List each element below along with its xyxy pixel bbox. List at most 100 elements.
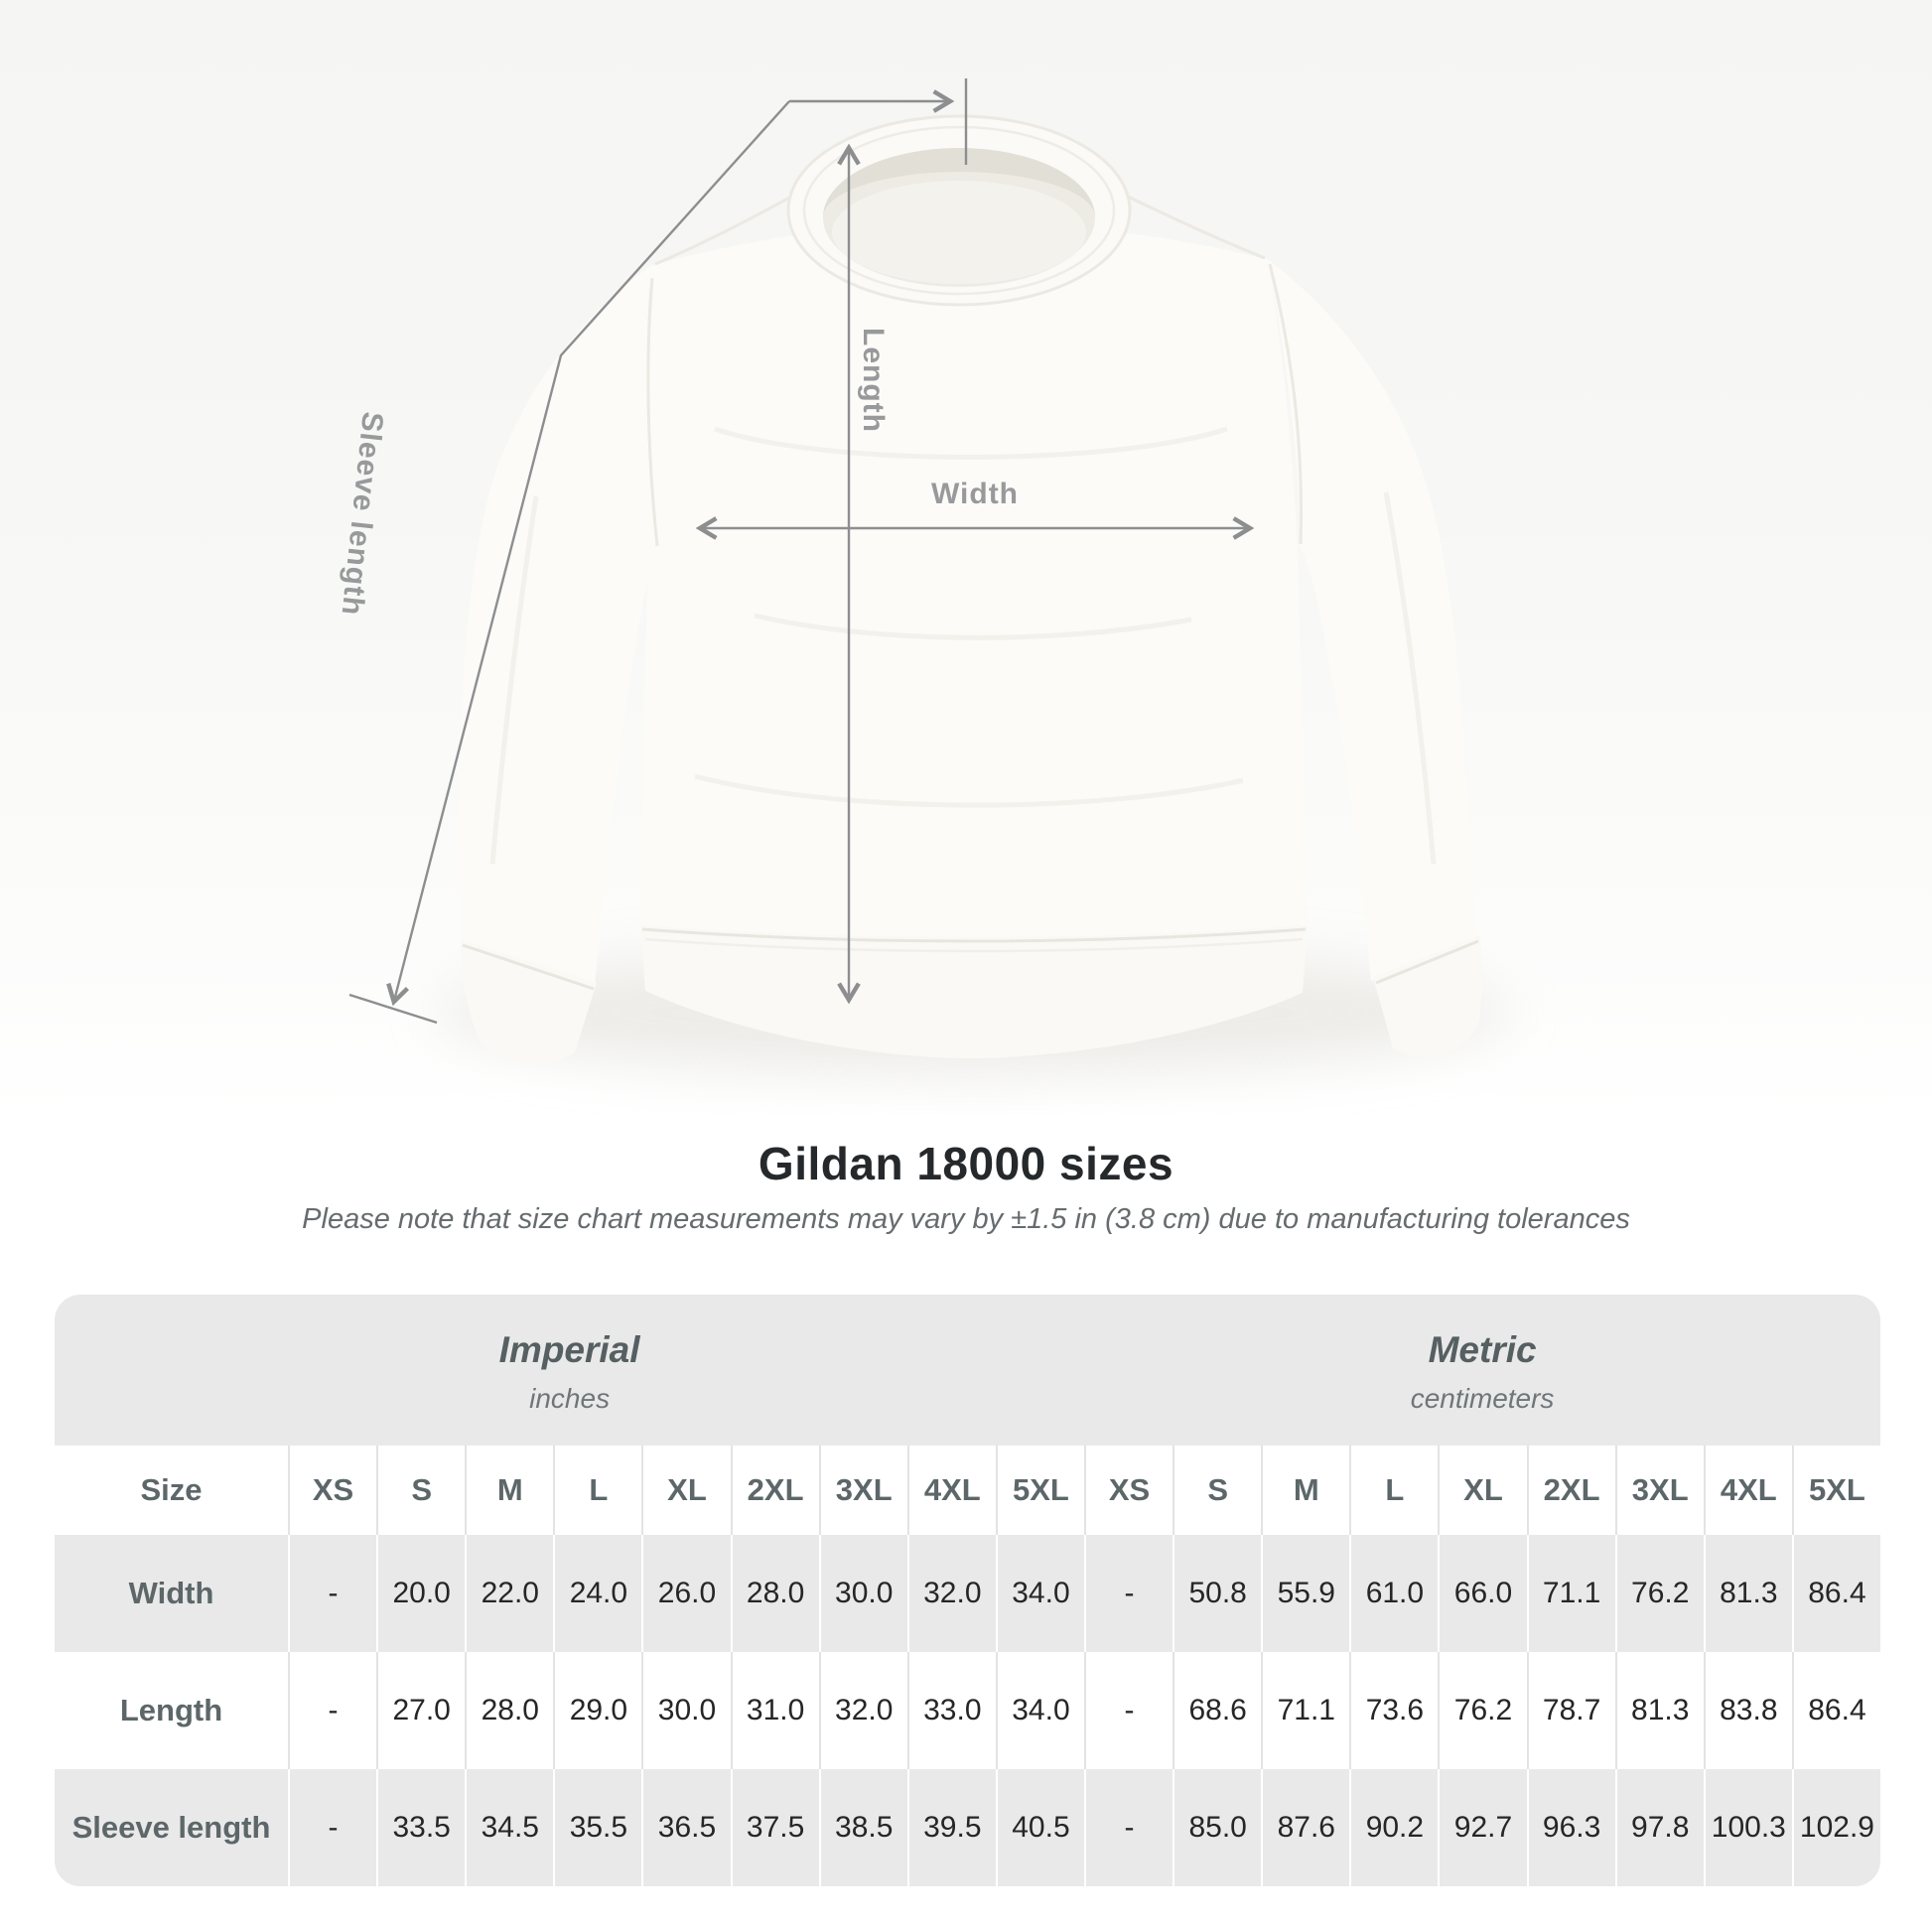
- size-col-header: 2XL: [1526, 1445, 1615, 1535]
- value-cell: 33.0: [906, 1651, 996, 1769]
- value-cell: 90.2: [1349, 1768, 1438, 1886]
- size-col-header: XL: [1438, 1445, 1526, 1535]
- value-cell: 66.0: [1438, 1534, 1526, 1652]
- value-cell: 61.0: [1349, 1534, 1438, 1652]
- value-cell: 96.3: [1526, 1768, 1615, 1886]
- tolerance-note: Please note that size chart measurements…: [302, 1202, 1630, 1235]
- sleeve-measure-line: [386, 100, 790, 1007]
- value-cell: 97.8: [1614, 1768, 1704, 1886]
- size-col-header: XS: [288, 1445, 376, 1535]
- value-cell: 86.4: [1791, 1651, 1880, 1769]
- left-sleeve: [458, 266, 659, 987]
- value-cell: 36.5: [641, 1768, 730, 1886]
- length-label: Length: [857, 328, 890, 433]
- value-cell: -: [288, 1651, 376, 1769]
- collar-back-panel: [832, 181, 1086, 284]
- size-col-header: 4XL: [1703, 1445, 1792, 1535]
- value-cell: 31.0: [730, 1651, 819, 1769]
- sleeve-end-tick: [348, 993, 438, 1025]
- value-cell: -: [288, 1534, 376, 1652]
- value-cell: 34.0: [995, 1534, 1084, 1652]
- page-title: Gildan 18000 sizes: [758, 1138, 1174, 1189]
- collar-stitch: [802, 125, 1116, 296]
- table-row: Width -20.0 22.0 24.0 26.0 28.0 30.0 32.0 34.0-5…: [55, 1534, 1880, 1652]
- size-col-header: XS: [1084, 1445, 1173, 1535]
- metric-group-unit: centimeters: [1410, 1382, 1555, 1414]
- collar-inner-shadow: [823, 148, 1095, 217]
- imperial-group-unit: inches: [529, 1382, 611, 1414]
- size-header-row: Size XS S M L XL 2XL 3XL 4XL 5XL XS S M L XL 2XL 3XL 4XL…: [55, 1445, 1880, 1535]
- heading: Gildan 18000 sizes Please note that size…: [0, 1138, 1932, 1237]
- right-cuff: [1373, 935, 1482, 1057]
- size-col-header: XL: [641, 1445, 730, 1535]
- table-rows: Width -20.0 22.0 24.0 26.0 28.0 30.0 32.0 34.0-5…: [55, 1534, 1880, 1886]
- fabric-folds: [694, 426, 1244, 808]
- value-cell: 87.6: [1261, 1768, 1349, 1886]
- value-cell: 33.5: [376, 1768, 465, 1886]
- row-label: Width: [128, 1575, 214, 1610]
- size-col-header: 4XL: [906, 1445, 996, 1535]
- value-cell: 30.0: [641, 1651, 730, 1769]
- value-cell: 28.0: [465, 1651, 553, 1769]
- product-photo: Width Length Sleeve length: [0, 0, 1932, 1114]
- size-col-header: 3XL: [1614, 1445, 1704, 1535]
- size-col-header: 5XL: [1791, 1445, 1880, 1535]
- metric-group-header: Metric centimeters: [1084, 1295, 1880, 1446]
- size-chart-table: Imperial inches Metric centimeters Size …: [55, 1294, 1880, 1886]
- unit-group-header: Imperial inches Metric centimeters: [55, 1294, 1880, 1446]
- collar: [786, 114, 1132, 307]
- value-cell: 81.3: [1614, 1651, 1704, 1769]
- imperial-group-header: Imperial inches: [55, 1295, 1084, 1446]
- value-cell: 55.9: [1261, 1534, 1349, 1652]
- waistband-seam: [641, 927, 1307, 943]
- value-cell: 20.0: [376, 1534, 465, 1652]
- value-cell: 85.0: [1173, 1768, 1261, 1886]
- value-cell: 68.6: [1173, 1651, 1261, 1769]
- size-col-header: 3XL: [818, 1445, 907, 1535]
- value-cell: 76.2: [1438, 1651, 1526, 1769]
- value-cell: 86.4: [1791, 1534, 1880, 1652]
- row-label: Length: [119, 1692, 223, 1727]
- value-cell: 28.0: [730, 1534, 819, 1652]
- value-cell: 32.0: [906, 1534, 996, 1652]
- value-cell: 29.0: [553, 1651, 641, 1769]
- waistband: [640, 925, 1308, 1058]
- value-cell: 26.0: [641, 1534, 730, 1652]
- value-cell: 24.0: [553, 1534, 641, 1652]
- left-cuff: [460, 939, 597, 1064]
- size-col-header: 5XL: [995, 1445, 1084, 1535]
- waistband-seam-2: [644, 937, 1304, 953]
- value-cell: 100.3: [1703, 1768, 1792, 1886]
- width-label: Width: [931, 478, 1019, 510]
- left-cuff-seam: [462, 943, 595, 991]
- value-cell: 81.3: [1703, 1534, 1792, 1652]
- metric-group-label: Metric: [1428, 1328, 1537, 1370]
- value-cell: 83.8: [1703, 1651, 1792, 1769]
- value-cell: 27.0: [376, 1651, 465, 1769]
- value-cell: 34.5: [465, 1768, 553, 1886]
- value-cell: 40.5: [995, 1768, 1084, 1886]
- value-cell: 73.6: [1349, 1651, 1438, 1769]
- sweatshirt-measure-diagram: Width Length Sleeve length: [0, 0, 1932, 1114]
- size-col-header: L: [1349, 1445, 1438, 1535]
- value-cell: 71.1: [1526, 1534, 1615, 1652]
- sleeve-creases: [489, 491, 1437, 865]
- imperial-group-label: Imperial: [498, 1328, 640, 1370]
- value-cell: -: [1084, 1651, 1173, 1769]
- value-cell: -: [1084, 1768, 1173, 1886]
- value-cell: 71.1: [1261, 1651, 1349, 1769]
- measurement-guides: [348, 78, 1255, 1025]
- value-cell: 32.0: [818, 1651, 907, 1769]
- value-cell: 102.9: [1791, 1768, 1880, 1886]
- row-label: Sleeve length: [71, 1809, 271, 1845]
- value-cell: -: [1084, 1534, 1173, 1652]
- sweatshirt: [458, 114, 1482, 1064]
- value-cell: 37.5: [730, 1768, 819, 1886]
- size-col-header: S: [1173, 1445, 1261, 1535]
- value-cell: 38.5: [818, 1768, 907, 1886]
- sweatshirt-body: [640, 224, 1308, 941]
- size-col-header: 2XL: [730, 1445, 819, 1535]
- right-cuff-seam: [1375, 939, 1479, 985]
- size-corner-label: Size: [140, 1471, 203, 1507]
- size-col-header: M: [1261, 1445, 1349, 1535]
